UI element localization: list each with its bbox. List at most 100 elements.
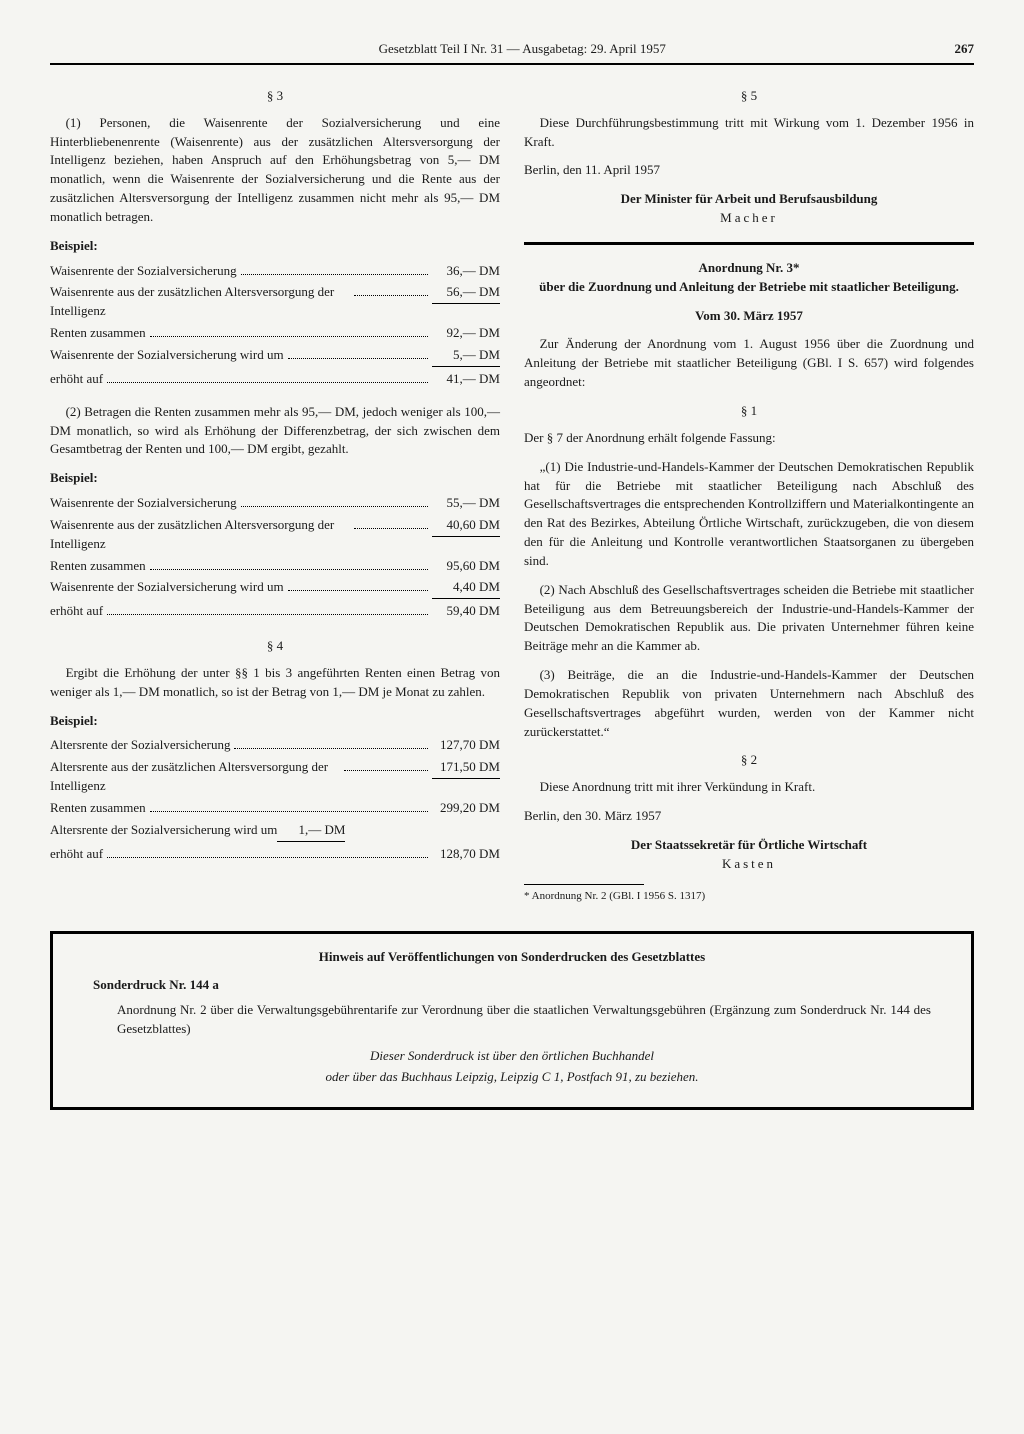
anord-s1-p1: „(1) Die Industrie-und-Handels-Kammer de… — [524, 458, 974, 571]
calc-label: erhöht auf — [50, 845, 103, 864]
calc-value: 1,— DM — [277, 821, 345, 842]
calc-value: 92,— DM — [432, 324, 500, 343]
calc-label: erhöht auf — [50, 370, 103, 389]
content-columns: § 3 (1) Personen, die Waisenrente der So… — [50, 77, 974, 905]
leader-dots — [150, 559, 428, 569]
calc-value: 59,40 DM — [432, 602, 500, 621]
s5-paragraph: Diese Durchführungsbestimmung tritt mit … — [524, 114, 974, 152]
anord-signature-title: Der Staatssekretär für Örtliche Wirtscha… — [524, 836, 974, 855]
calc-label: Renten zusammen — [50, 799, 146, 818]
calc-label: Renten zusammen — [50, 324, 146, 343]
leader-dots — [241, 497, 428, 507]
anord-s2-mark: § 2 — [524, 751, 974, 770]
s5-signature-name: Macher — [524, 209, 974, 228]
section-5-mark: § 5 — [524, 87, 974, 106]
leader-dots — [288, 581, 428, 591]
s5-signature-title: Der Minister für Arbeit und Berufsausbil… — [524, 190, 974, 209]
leader-dots — [241, 265, 428, 275]
s5-place-date: Berlin, den 11. April 1957 — [524, 161, 974, 180]
anord-s1-mark: § 1 — [524, 402, 974, 421]
anordnung-title-1: Anordnung Nr. 3* — [524, 259, 974, 278]
calc-label: Altersrente der Sozialversicherung wird … — [50, 821, 277, 840]
example-3-label: Beispiel: — [50, 712, 500, 731]
calc-label: Waisenrente der Sozialversicherung wird … — [50, 578, 284, 597]
calc-label: Waisenrente der Sozialversicherung — [50, 494, 237, 513]
example-1-label: Beispiel: — [50, 237, 500, 256]
notice-italic-2: oder über das Buchhaus Leipzig, Leipzig … — [93, 1068, 931, 1087]
calc-value: 128,70 DM — [432, 845, 500, 864]
anord-s1-lead: Der § 7 der Anordnung erhält folgende Fa… — [524, 429, 974, 448]
anord-place-date: Berlin, den 30. März 1957 — [524, 807, 974, 826]
calc-value: 55,— DM — [432, 494, 500, 513]
notice-subtitle: Sonderdruck Nr. 144 a — [93, 976, 931, 995]
notice-italic-1: Dieser Sonderdruck ist über den örtliche… — [93, 1047, 931, 1066]
anordnung-title-2: über die Zuordnung und Anleitung der Bet… — [524, 278, 974, 297]
section-3-mark: § 3 — [50, 87, 500, 106]
calc-value: 127,70 DM — [432, 736, 500, 755]
calc-value: 5,— DM — [432, 346, 500, 367]
ex2-row3: Renten zusammen 95,60 DM — [50, 557, 500, 576]
example-2-label: Beispiel: — [50, 469, 500, 488]
calc-label: erhöht auf — [50, 602, 103, 621]
anordnung-date: Vom 30. März 1957 — [524, 307, 974, 326]
notice-body: Anordnung Nr. 2 über die Verwaltungsgebü… — [117, 1001, 931, 1039]
leader-dots — [150, 802, 428, 812]
calc-label: Waisenrente aus der zusätzlichen Altersv… — [50, 283, 350, 321]
anord-s1-p2: (2) Nach Abschluß des Gesellschaftsvertr… — [524, 581, 974, 656]
ex3-row2: Altersrente aus der zusätzlichen Altersv… — [50, 758, 500, 796]
ex2-row2: Waisenrente aus der zusätzlichen Altersv… — [50, 516, 500, 554]
calc-value: 41,— DM — [432, 370, 500, 389]
calc-label: Renten zusammen — [50, 557, 146, 576]
leader-dots — [107, 605, 428, 615]
anord-s2-p: Diese Anordnung tritt mit ihrer Verkündu… — [524, 778, 974, 797]
leader-dots — [344, 761, 428, 771]
leader-dots — [234, 739, 428, 749]
calc-value: 40,60 DM — [432, 516, 500, 537]
ex3-row1: Altersrente der Sozialversicherung 127,7… — [50, 736, 500, 755]
calc-label: Altersrente aus der zusätzlichen Altersv… — [50, 758, 340, 796]
ex2-row4: Waisenrente der Sozialversicherung wird … — [50, 578, 500, 599]
leader-dots — [107, 373, 428, 383]
ex1-row5: erhöht auf 41,— DM — [50, 370, 500, 389]
ex3-row4: Altersrente der Sozialversicherung wird … — [50, 821, 500, 842]
leader-dots — [354, 286, 428, 296]
ex2-row5: erhöht auf 59,40 DM — [50, 602, 500, 621]
footnote-text: * Anordnung Nr. 2 (GBl. I 1956 S. 1317) — [524, 889, 974, 905]
calc-label: Waisenrente der Sozialversicherung wird … — [50, 346, 284, 365]
page-number: 267 — [955, 40, 975, 59]
s3-paragraph-1: (1) Personen, die Waisenrente der Sozial… — [50, 114, 500, 227]
calc-value: 56,— DM — [432, 283, 500, 304]
leader-dots — [150, 327, 428, 337]
anordnung-intro: Zur Änderung der Anordnung vom 1. August… — [524, 335, 974, 392]
section-4-mark: § 4 — [50, 637, 500, 656]
header-title: Gesetzblatt Teil I Nr. 31 — Ausgabetag: … — [90, 40, 955, 59]
leader-dots — [107, 848, 428, 858]
left-column: § 3 (1) Personen, die Waisenrente der So… — [50, 77, 500, 905]
notice-box: Hinweis auf Veröffentlichungen von Sonde… — [50, 931, 974, 1110]
s4-paragraph: Ergibt die Erhöhung der unter §§ 1 bis 3… — [50, 664, 500, 702]
anord-signature-name: Kasten — [524, 855, 974, 874]
divider-rule — [524, 242, 974, 245]
calc-value: 171,50 DM — [432, 758, 500, 779]
calc-label: Altersrente der Sozialversicherung — [50, 736, 230, 755]
calc-value: 299,20 DM — [432, 799, 500, 818]
ex1-row4: Waisenrente der Sozialversicherung wird … — [50, 346, 500, 367]
footnote-rule — [524, 884, 644, 885]
ex3-row3: Renten zusammen 299,20 DM — [50, 799, 500, 818]
ex2-row1: Waisenrente der Sozialversicherung 55,— … — [50, 494, 500, 513]
right-column: § 5 Diese Durchführungsbestimmung tritt … — [524, 77, 974, 905]
notice-title: Hinweis auf Veröffentlichungen von Sonde… — [93, 948, 931, 967]
s3-paragraph-2: (2) Betragen die Renten zusammen mehr al… — [50, 403, 500, 460]
calc-label: Waisenrente aus der zusätzlichen Altersv… — [50, 516, 350, 554]
leader-dots — [354, 519, 428, 529]
calc-value: 4,40 DM — [432, 578, 500, 599]
calc-value: 36,— DM — [432, 262, 500, 281]
anord-s1-p3: (3) Beiträge, die an die Industrie-und-H… — [524, 666, 974, 741]
page-header: Gesetzblatt Teil I Nr. 31 — Ausgabetag: … — [50, 40, 974, 65]
calc-value: 95,60 DM — [432, 557, 500, 576]
calc-label: Waisenrente der Sozialversicherung — [50, 262, 237, 281]
ex3-row5: erhöht auf 128,70 DM — [50, 845, 500, 864]
ex1-row2: Waisenrente aus der zusätzlichen Altersv… — [50, 283, 500, 321]
leader-dots — [288, 349, 428, 359]
ex1-row1: Waisenrente der Sozialversicherung 36,— … — [50, 262, 500, 281]
